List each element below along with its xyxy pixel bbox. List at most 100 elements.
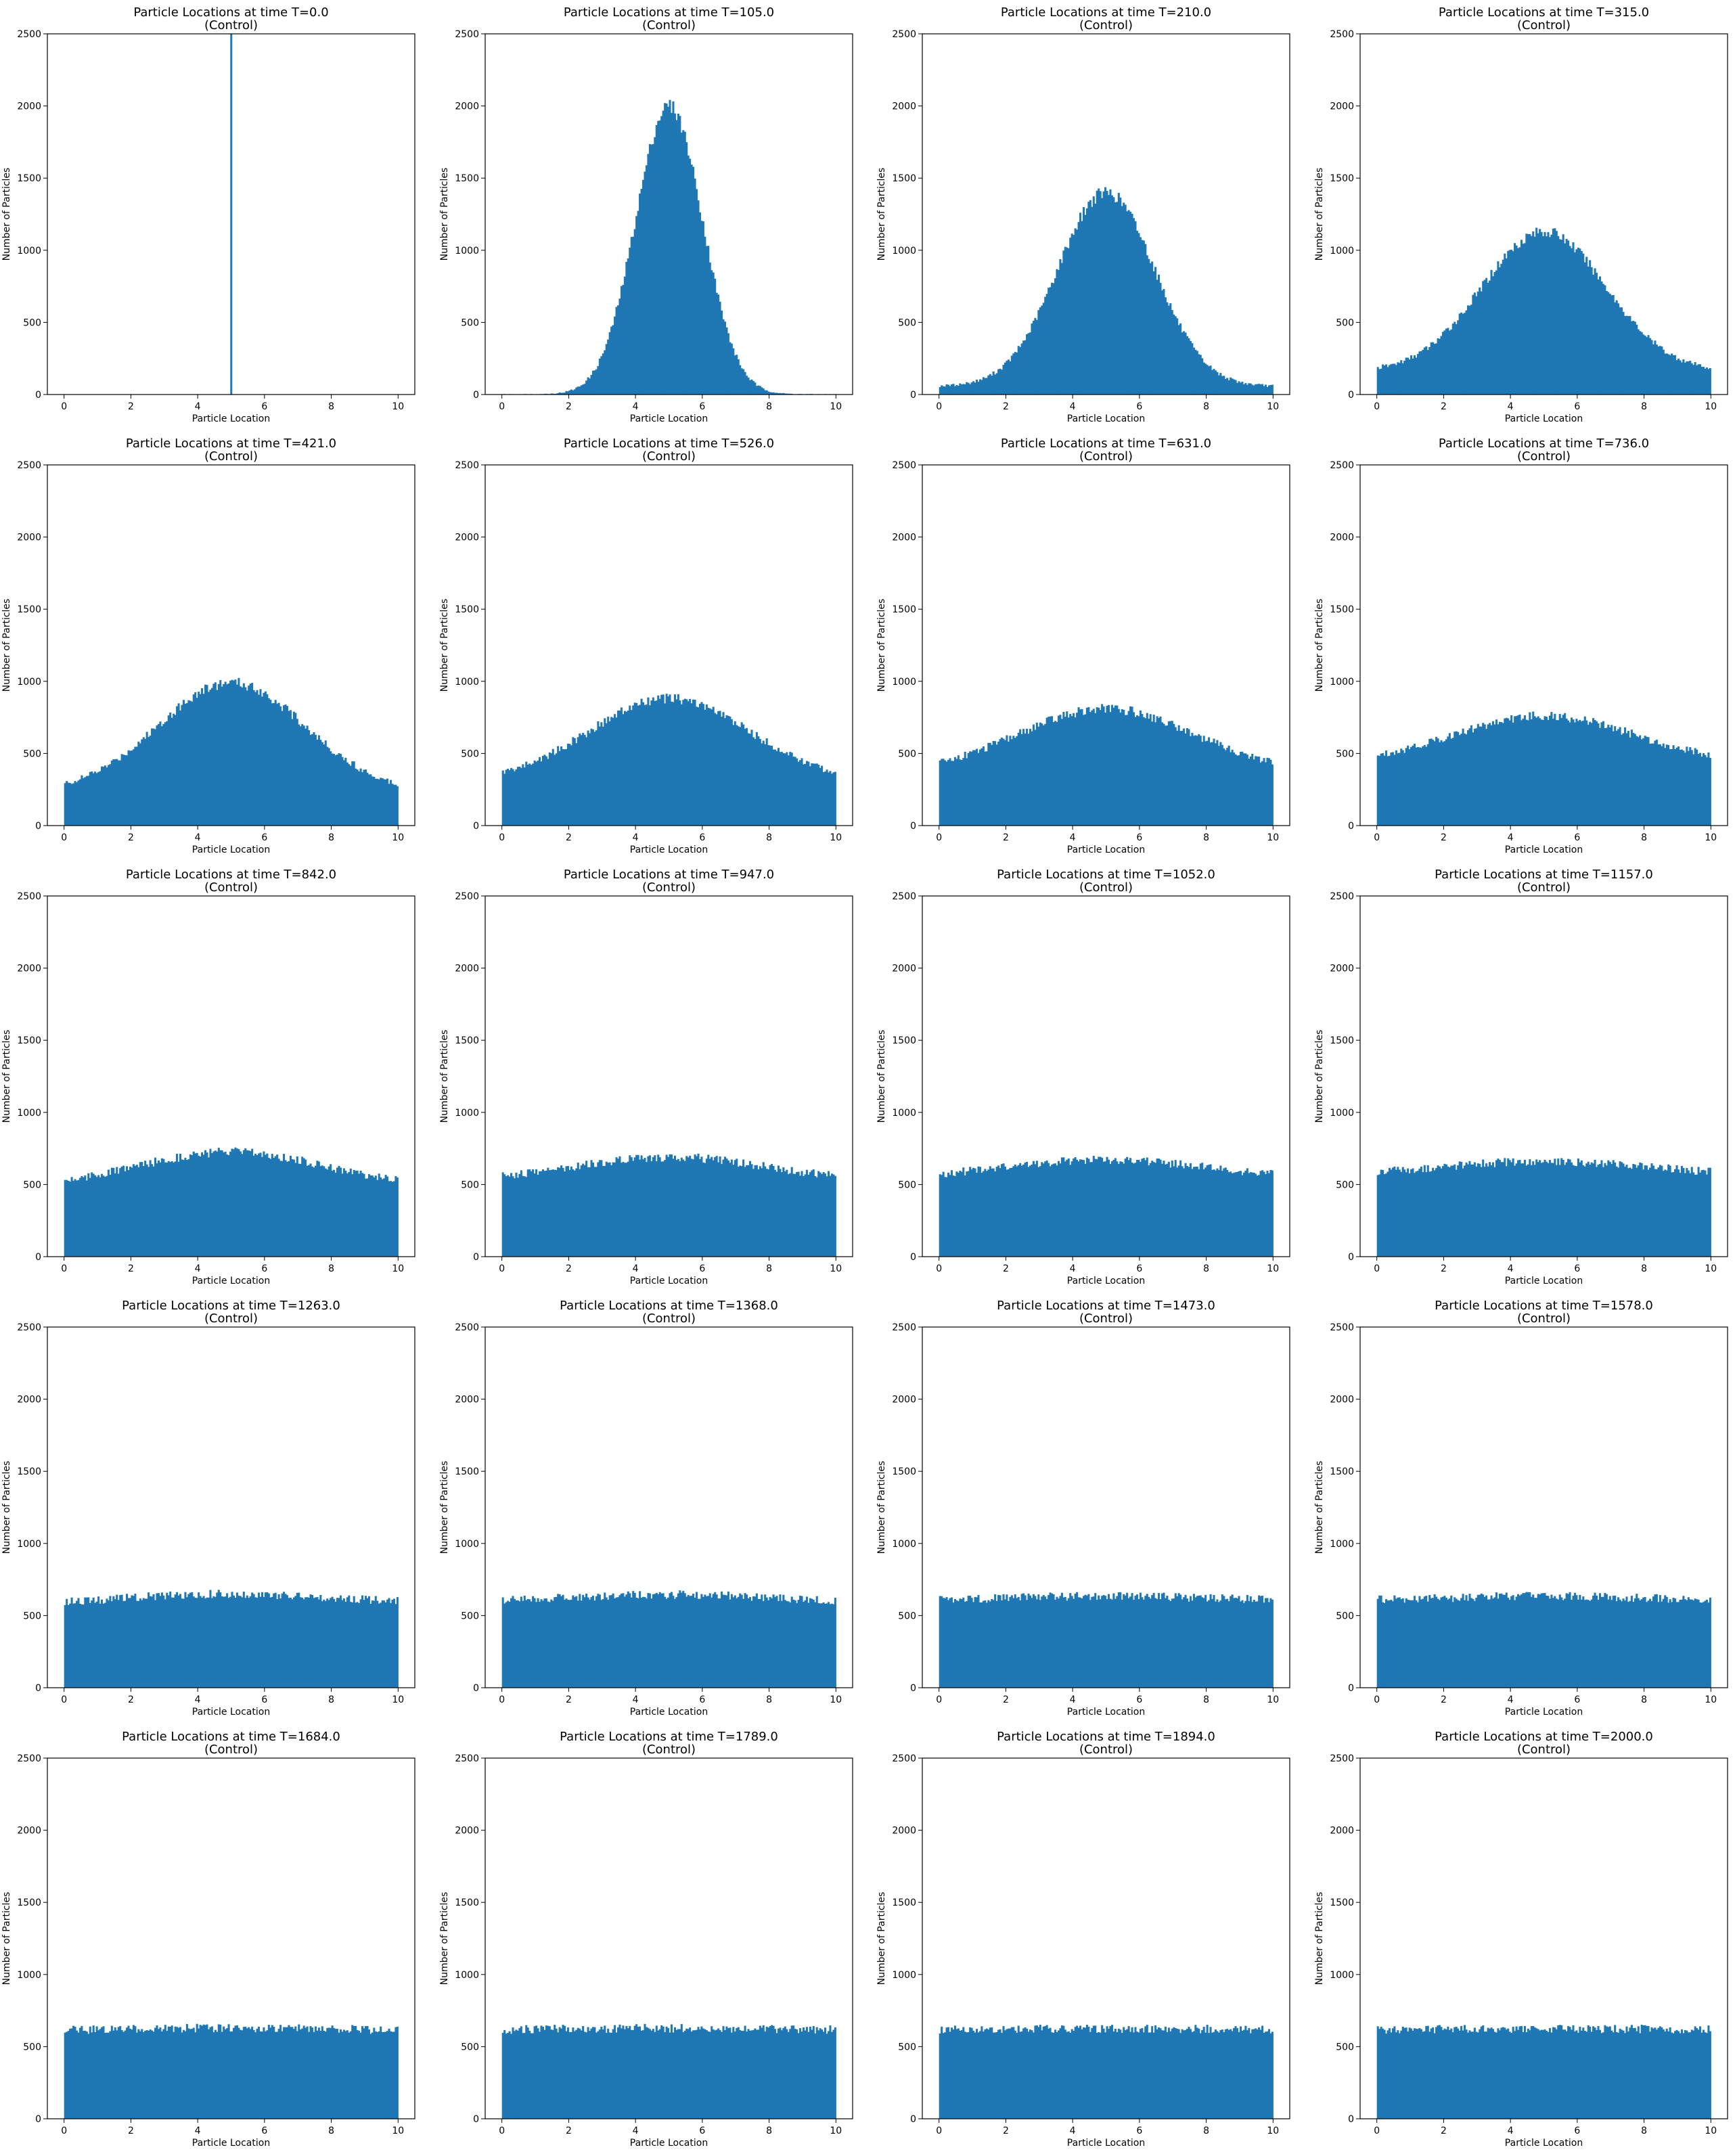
- histogram-bar: [685, 1596, 688, 1688]
- histogram-bar: [551, 1169, 554, 1257]
- histogram-bar: [313, 732, 315, 826]
- histogram-bar: [554, 1597, 556, 1688]
- histogram-bar: [585, 737, 588, 826]
- histogram-bar: [755, 1593, 758, 1688]
- histogram-bar: [1425, 346, 1428, 395]
- histogram-bar: [1462, 728, 1464, 826]
- histogram-panel: Particle Locations at time T=1368.0(Cont…: [439, 1299, 853, 1717]
- histogram-bar: [790, 1596, 793, 1688]
- histogram-bar: [1144, 1160, 1147, 1257]
- histogram-bar: [1174, 1593, 1177, 1688]
- histogram-bar: [1139, 2029, 1142, 2119]
- histogram-bar: [1400, 1599, 1403, 1688]
- histogram-bar: [503, 2029, 506, 2119]
- histogram-bar: [1239, 1171, 1242, 1257]
- histogram-bar: [1401, 1598, 1404, 1688]
- histogram-bar: [1126, 2029, 1129, 2119]
- histogram-bar: [530, 1601, 533, 1688]
- histogram-bar: [1233, 2027, 1236, 2119]
- histogram-bar: [1684, 753, 1686, 826]
- histogram-bar: [1621, 1162, 1623, 1257]
- histogram-bar: [202, 1154, 205, 1257]
- histogram-bar: [1662, 2029, 1665, 2119]
- histogram-bar: [151, 1596, 154, 1688]
- x-tick-label: 2: [1441, 401, 1447, 412]
- histogram-bar: [1062, 2025, 1065, 2119]
- histogram-bar: [1614, 302, 1617, 395]
- histogram-bar: [1567, 2026, 1570, 2119]
- histogram-bar: [1544, 1159, 1546, 1257]
- histogram-bar: [1169, 1600, 1172, 1688]
- histogram-bar: [201, 1597, 204, 1688]
- histogram-bar: [164, 722, 166, 826]
- histogram-bar: [1403, 2027, 1406, 2119]
- histogram-bar: [754, 738, 757, 826]
- histogram-bar: [231, 679, 233, 826]
- histogram-bar: [543, 1598, 546, 1688]
- histogram-bar: [1054, 278, 1057, 395]
- histogram-bar: [589, 1599, 591, 1688]
- histogram-bar: [1084, 714, 1087, 826]
- histogram-bar: [1395, 1169, 1397, 1257]
- histogram-bar: [642, 1596, 645, 1688]
- histogram-bar: [1164, 2026, 1167, 2119]
- histogram-bar: [1415, 1171, 1418, 1257]
- y-tick-label: 2000: [1330, 533, 1354, 543]
- histogram-bar: [198, 1592, 200, 1688]
- histogram-bar: [184, 1157, 187, 1257]
- histogram-bar: [704, 709, 706, 826]
- histogram-bar: [501, 1597, 504, 1688]
- histogram-bar: [598, 726, 601, 826]
- histogram-bar: [276, 1154, 279, 1257]
- histogram-bar: [1555, 720, 1558, 826]
- histogram-bar: [812, 1599, 815, 1688]
- histogram-bar: [1661, 1165, 1663, 1257]
- histogram-bar: [989, 374, 991, 395]
- histogram-bar: [1677, 1602, 1680, 1688]
- x-tick-label: 8: [766, 832, 772, 843]
- histogram-bar: [126, 1166, 129, 1257]
- histogram-bar: [1454, 732, 1456, 826]
- histogram-bar: [1269, 759, 1272, 826]
- histogram-bar: [1630, 321, 1633, 395]
- x-tick-label: 2: [1441, 1694, 1447, 1705]
- histogram-bar: [1650, 743, 1653, 826]
- histogram-bar: [575, 387, 578, 395]
- histogram-bar: [707, 2031, 710, 2119]
- histogram-bar: [953, 1175, 956, 1257]
- histogram-bar: [742, 2030, 745, 2119]
- histogram-bar: [92, 2025, 95, 2119]
- histogram-bar: [1037, 726, 1040, 826]
- histogram-bar: [308, 2031, 311, 2119]
- histogram-bar: [1451, 323, 1454, 395]
- histogram-bar: [1007, 2028, 1010, 2119]
- histogram-bar: [960, 384, 963, 395]
- histogram-bar: [685, 1156, 688, 1257]
- histogram-bar: [1617, 729, 1620, 826]
- histogram-bar: [344, 2031, 347, 2119]
- histogram-bar: [232, 2027, 235, 2119]
- histogram-bar: [313, 2031, 315, 2119]
- histogram-bar: [1002, 1163, 1005, 1257]
- histogram-bar: [962, 758, 965, 826]
- histogram-bar: [1495, 2032, 1497, 2119]
- histogram-bar: [1537, 1162, 1539, 1257]
- histogram-bar: [1098, 1156, 1100, 1257]
- histogram-bar: [67, 2031, 70, 2119]
- histogram-bar: [1149, 1163, 1152, 1257]
- histogram-bar: [1633, 321, 1636, 395]
- x-tick-label: 0: [61, 1694, 67, 1705]
- histogram-bar: [1006, 735, 1008, 826]
- histogram-bar: [985, 1602, 988, 1688]
- histogram-bar: [1137, 1159, 1140, 1257]
- histogram-bar: [1475, 2031, 1478, 2119]
- histogram-bar: [737, 1596, 740, 1688]
- panel-subtitle: (Control): [204, 449, 258, 464]
- histogram-bar: [630, 237, 633, 395]
- histogram-bar: [1630, 1169, 1633, 1257]
- histogram-bar: [1127, 2026, 1130, 2119]
- histogram-bar: [1407, 1168, 1410, 1257]
- histogram-bar: [977, 753, 980, 826]
- x-tick-label: 0: [936, 1263, 942, 1274]
